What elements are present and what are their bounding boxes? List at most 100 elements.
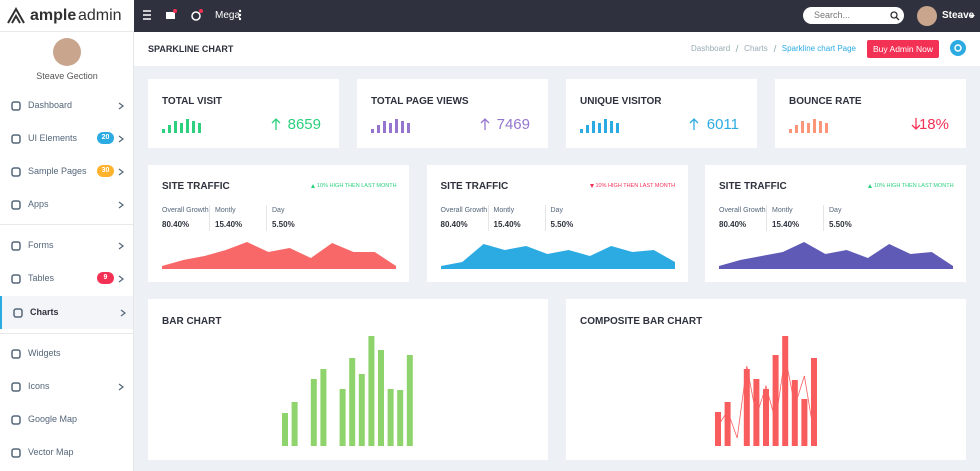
menu-icon — [11, 274, 21, 284]
topbar: ample admin Mega Search... Steave — [0, 0, 980, 32]
profile-name[interactable]: Steave Gection — [36, 71, 98, 81]
metric-value: 80.40% — [440, 220, 468, 229]
traffic-card: SITE TRAFFIC 10% HIGH THEN LAST MONTH Over… — [148, 165, 409, 282]
menu-item[interactable]: Widgets — [0, 337, 133, 370]
bar — [406, 355, 413, 446]
menu-item[interactable]: UI Elements 20 — [0, 122, 133, 155]
icon — [11, 200, 21, 210]
spark-bar — [383, 121, 386, 133]
menu-icon — [11, 101, 21, 111]
trend-arrow — [689, 118, 699, 130]
bar — [282, 413, 288, 446]
logo-mark — [7, 6, 25, 24]
spark-bar — [371, 129, 374, 133]
spark-bar — [610, 121, 613, 133]
menu-divider — [0, 333, 133, 334]
breadcrumb-sep — [735, 44, 739, 53]
spark-bar — [592, 121, 595, 133]
search-box[interactable]: Search... — [803, 7, 904, 24]
note-arrow — [311, 184, 315, 188]
menu-item[interactable]: Google Map — [0, 403, 133, 436]
stat-value: 18% — [918, 116, 949, 133]
user-caret — [970, 15, 975, 18]
spark-bar — [174, 121, 177, 133]
buy-button[interactable]: Buy Admin Now — [867, 40, 939, 58]
area-chart — [719, 242, 953, 269]
menu-item[interactable]: Vector Map — [0, 436, 133, 469]
breadcrumb: Dashboard Charts Sparkline chart Page — [691, 44, 856, 53]
bar — [320, 369, 327, 446]
icon — [13, 308, 23, 318]
bar — [397, 390, 404, 446]
chevron — [118, 135, 124, 143]
stat-title: TOTAL VISIT — [162, 96, 223, 107]
menu-icon — [11, 382, 21, 392]
chevron — [118, 275, 124, 283]
icon — [11, 415, 21, 425]
metric-value: 5.50% — [550, 220, 574, 229]
metric-divider — [266, 205, 267, 231]
menu-icon — [11, 415, 21, 425]
slash — [773, 44, 777, 53]
menu-item[interactable]: Forms — [0, 229, 133, 262]
bar-chart — [282, 336, 413, 446]
menu-item[interactable]: Icons — [0, 370, 133, 403]
menu-badge: 9 — [97, 272, 114, 284]
metric-divider — [823, 205, 824, 231]
spark-bar — [186, 119, 189, 133]
spark-bar — [198, 123, 201, 133]
traffic-title: SITE TRAFFIC — [162, 181, 230, 192]
chevron — [118, 168, 124, 176]
bar — [811, 358, 817, 446]
menu-chevron — [118, 383, 124, 391]
user-avatar — [917, 6, 937, 26]
metric-value: 5.50% — [272, 220, 295, 229]
spark-bar — [598, 123, 601, 133]
traffic-note: 10% HIGH THEN LAST MONTH — [595, 183, 676, 189]
breadcrumb-item[interactable]: Charts — [744, 44, 768, 53]
settings-button — [950, 40, 966, 56]
search-icon — [890, 11, 900, 21]
slash — [735, 44, 739, 53]
stat-value: 6011 — [706, 116, 739, 133]
bar — [743, 369, 750, 446]
menu-item[interactable]: Charts — [0, 296, 133, 329]
metric-divider — [487, 205, 489, 231]
bar — [724, 402, 731, 446]
avatar — [53, 38, 81, 66]
bar — [378, 350, 384, 446]
mail-icon — [166, 12, 175, 19]
bar — [801, 399, 808, 446]
menu-item[interactable]: Tables 9 — [0, 262, 133, 295]
stat-value: 7469 — [496, 116, 530, 133]
menu-icon — [11, 200, 21, 210]
mega-menu[interactable]: Mega — [215, 10, 241, 21]
menu-label: Dashboard — [28, 100, 73, 110]
check-icon — [191, 11, 201, 21]
menu-label: Icons — [28, 381, 50, 391]
sparkline — [789, 119, 828, 133]
breadcrumb-item[interactable]: Dashboard — [691, 44, 731, 53]
page-title: SPARKLINE CHART — [148, 44, 234, 54]
icon — [11, 101, 21, 111]
menu-label: Sample Pages — [28, 166, 87, 176]
menu-icon — [13, 308, 23, 318]
bar — [715, 412, 721, 446]
menu-divider — [0, 224, 133, 225]
menu-label: Vector Map — [28, 447, 74, 457]
breadcrumb-item[interactable]: Sparkline chart Page — [781, 44, 856, 53]
traffic-area — [440, 244, 675, 269]
user-name[interactable]: Steave — [942, 10, 975, 21]
settings — [950, 40, 966, 56]
lens — [890, 11, 898, 19]
chevron — [118, 201, 124, 209]
brand-bold: ample — [30, 7, 77, 24]
menu-label: Google Map — [28, 414, 78, 424]
menu-item[interactable]: Apps — [0, 188, 133, 221]
spark-bar — [604, 119, 607, 133]
menu-item[interactable]: Dashboard — [0, 89, 133, 122]
icon — [11, 382, 21, 392]
menu-item[interactable]: Sample Pages 30 — [0, 155, 133, 188]
menu-icon — [11, 241, 21, 251]
menu-chevron — [118, 135, 124, 143]
